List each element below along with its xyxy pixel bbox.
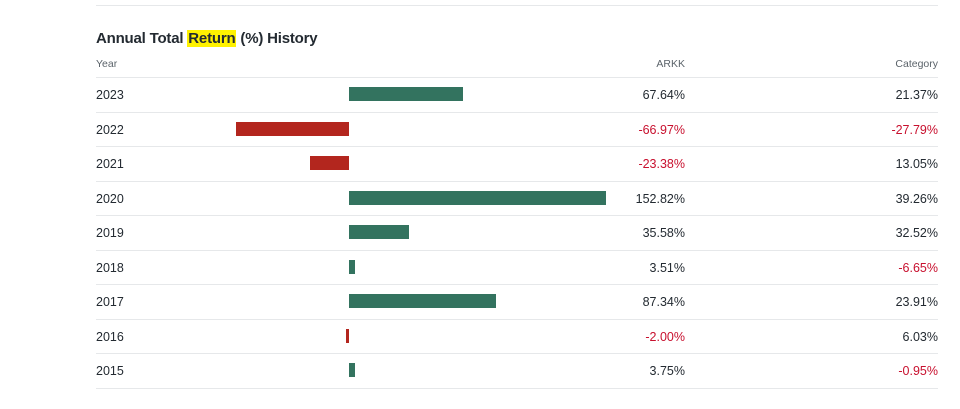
column-header-category: Category [895,58,938,70]
year-cell: 2023 [96,88,124,102]
category-return-cell: 39.26% [895,191,938,206]
row-divider [96,77,938,78]
fund-return-cell: -66.97% [638,122,685,137]
return-bar [349,87,463,101]
table-row: 2019 35.58% 32.52% [0,215,960,250]
year-cell: 2016 [96,329,124,344]
fund-return-cell: 3.75% [649,364,685,378]
fund-return-cell: -2.00% [645,329,685,344]
fund-return-cell: 3.51% [649,260,685,275]
row-divider [96,215,938,216]
fund-return-cell: 87.34% [642,295,685,309]
year-cell: 2021 [96,157,124,171]
category-return-cell: -0.95% [898,364,938,378]
category-return-cell: 23.91% [895,295,938,309]
title-highlight: Return [187,30,237,47]
fund-return-cell: 152.82% [635,191,685,206]
return-bar [349,294,496,308]
table-row: 2020 152.82% 39.26% [0,180,960,216]
year-cell: 2018 [96,260,124,275]
table-row: 2022 -66.97% -27.79% [0,111,960,147]
table-row: 2015 3.75% -0.95% [0,353,960,388]
year-cell: 2022 [96,122,124,137]
row-divider [96,249,938,251]
year-cell: 2019 [96,226,124,240]
category-return-cell: 21.37% [895,88,938,102]
row-divider [96,284,938,285]
row-divider [96,318,938,320]
category-return-cell: -27.79% [891,122,938,137]
return-bar [349,225,409,239]
year-cell: 2020 [96,191,124,206]
row-divider [96,353,938,354]
table-row: 2018 3.51% -6.65% [0,249,960,285]
return-bar [309,156,349,170]
top-divider [96,5,938,6]
row-divider [96,146,938,147]
fund-return-cell: 67.64% [642,88,685,102]
year-cell: 2017 [96,295,124,309]
category-return-cell: 32.52% [895,226,938,240]
return-bar [236,121,349,136]
return-bar [349,190,606,205]
row-divider [96,111,938,113]
title-prefix: Annual Total [96,30,188,47]
title-suffix: (%) History [236,30,318,47]
category-return-cell: 13.05% [895,157,938,171]
fund-return-cell: 35.58% [642,226,685,240]
table-row: 2017 87.34% 23.91% [0,284,960,319]
fund-return-cell: -23.38% [638,157,685,171]
column-header-year: Year [96,58,118,70]
year-cell: 2015 [96,364,124,378]
returns-table: 2023 67.64% 21.37% 2022 -66.97% -27.79% 2021 -2… [0,77,960,389]
table-row: 2021 -23.38% 13.05% [0,146,960,181]
section-title: Annual Total Return (%) History [96,30,318,47]
category-return-cell: -6.65% [898,260,938,275]
return-bar [349,259,355,274]
table-bottom-divider [96,387,938,389]
table-row: 2023 67.64% 21.37% [0,77,960,112]
column-header-fund: ARKK [656,58,685,70]
row-divider [96,180,938,182]
return-bar [345,328,349,343]
category-return-cell: 6.03% [902,329,938,344]
return-bar [349,363,356,377]
table-row: 2016 -2.00% 6.03% [0,318,960,354]
